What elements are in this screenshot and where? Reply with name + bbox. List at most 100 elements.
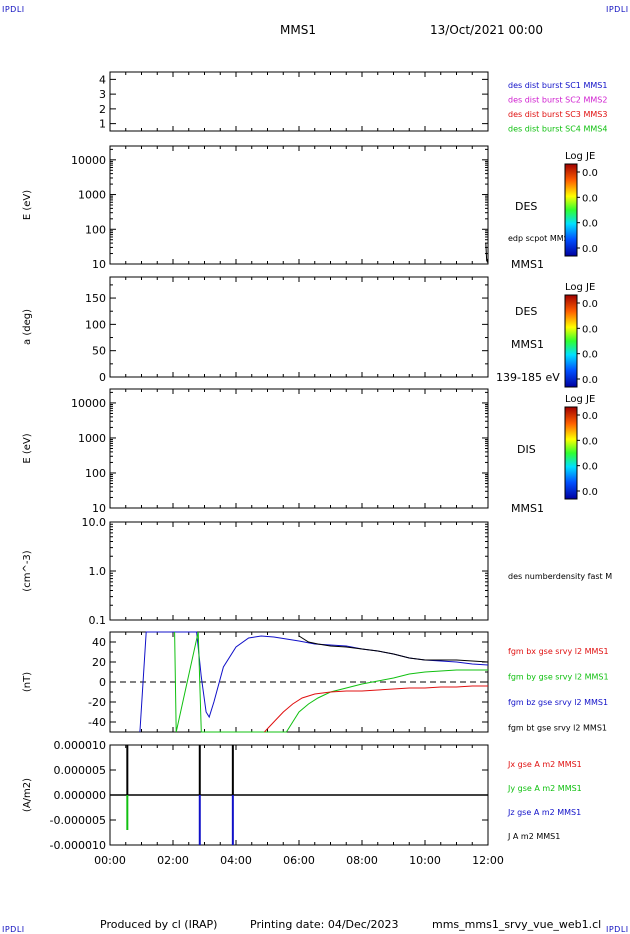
panel-5-series-3 — [298, 635, 489, 663]
panel-0-legend-2: des dist burst SC3 MMS3 — [508, 110, 607, 119]
panel-6-ytick-label: -0.000005 — [50, 814, 106, 827]
date-title: 13/Oct/2021 00:00 — [430, 23, 544, 37]
colorbar-3-tick-label: 0.0 — [582, 462, 598, 473]
panel-3-sc-label: MMS1 — [511, 502, 544, 515]
panel-1-ytick-label: 10000 — [71, 154, 106, 167]
panel-1-overlay-label: edp scpot MMS1 — [508, 234, 574, 243]
panel-5-legend-0: fgm bx gse srvy l2 MMS1 — [508, 647, 609, 656]
panel-0-legend-0: des dist burst SC1 MMS1 — [508, 81, 607, 90]
panel-6-ytick-label: -0.000010 — [50, 839, 106, 852]
colorbar-1 — [564, 163, 578, 257]
panel-1-ytick-label: 1000 — [78, 189, 106, 202]
panel-1-frame — [109, 145, 489, 265]
x-axis-tick-label-1: 02:00 — [157, 854, 189, 867]
panel-1-series-0 — [485, 243, 488, 263]
panel-4-ytick-label: 10.0 — [82, 516, 107, 529]
panel-6-ytick-label: 0.000000 — [54, 789, 107, 802]
panel-5-legend-1: fgm by gse srvy l2 MMS1 — [508, 673, 609, 682]
panel-2-frame — [109, 276, 489, 378]
spacecraft-title: MMS1 — [280, 23, 316, 37]
panel-3-ylabel: E (eV) — [22, 433, 33, 463]
x-axis-tick-label-5: 10:00 — [409, 854, 441, 867]
panel-3-frame — [109, 388, 489, 509]
corner-label-top-right: IPDLI — [606, 5, 629, 14]
corner-label-top-left: IPDLI — [2, 5, 25, 14]
panel-0-ytick-label: 4 — [99, 73, 106, 86]
panel-1-ytick-label: 100 — [85, 223, 106, 236]
panel-5-series-1 — [174, 631, 488, 733]
panel-4-ylabel: (cm^-3) — [22, 550, 33, 591]
colorbar-2-title: Log JE — [565, 282, 595, 293]
panel-2-ytick-label: 150 — [85, 292, 106, 305]
panel-2-ytick-label: 50 — [92, 345, 106, 358]
panel-6-ylabel: (A/m2) — [22, 778, 33, 812]
panel-3-instrument: DIS — [517, 443, 536, 456]
panel-2-instrument: DES — [515, 305, 537, 318]
panel-5-ytick-label: 0 — [99, 676, 106, 689]
colorbar-2-tick-label: 0.0 — [582, 299, 598, 310]
colorbar-2-tick-label: 0.0 — [582, 375, 598, 386]
x-axis-tick-label-6: 12:00 — [472, 854, 504, 867]
panel-1-instrument: DES — [515, 200, 537, 213]
panel-0-legend-3: des dist burst SC4 MMS4 — [508, 125, 607, 134]
panel-0-ytick-label: 1 — [99, 118, 106, 131]
panel-5-series-2 — [264, 685, 488, 733]
panel-2-ylabel: a (deg) — [22, 309, 33, 345]
corner-label-bottom-right: IPDLI — [606, 925, 629, 934]
panel-6-legend-0: Jx gse A m2 MMS1 — [507, 760, 582, 769]
colorbar-1-tick-label: 0.0 — [582, 219, 598, 230]
colorbar-1-tick-label: 0.0 — [582, 168, 598, 179]
colorbar-3 — [564, 406, 578, 500]
panel-4-legend-0: des numberdensity fast M — [508, 572, 612, 581]
panel-1-ylabel: E (eV) — [22, 190, 33, 220]
colorbar-2-tick-label: 0.0 — [582, 350, 598, 361]
colorbar-1-tick-label: 0.0 — [582, 244, 598, 255]
panel-6-legend-1: Jy gse A m2 MMS1 — [507, 784, 582, 793]
panel-5-ytick-label: -40 — [88, 716, 106, 729]
panel-0-ytick-label: 3 — [99, 88, 106, 101]
colorbar-3-title: Log JE — [565, 394, 595, 405]
panel-3-ytick-label: 100 — [85, 467, 106, 480]
panel-5-ytick-label: 20 — [92, 656, 106, 669]
panel-0-legend-1: des dist burst SC2 MMS2 — [508, 96, 607, 105]
panel-2-energy-label: 139-185 eV — [496, 371, 560, 384]
panel-6-legend-2: Jz gse A m2 MMS1 — [507, 808, 581, 817]
panel-0-frame — [109, 71, 489, 132]
panel-1-ytick-label: 10 — [92, 258, 106, 271]
x-axis-tick-label-4: 08:00 — [346, 854, 378, 867]
colorbar-2-tick-label: 0.0 — [582, 324, 598, 335]
panel-5-legend-3: fgm bt gse srvy l2 MMS1 — [508, 724, 607, 733]
colorbar-1-title: Log JE — [565, 151, 595, 162]
panel-3-ytick-label: 10000 — [71, 397, 106, 410]
colorbar-3-tick-label: 0.0 — [582, 487, 598, 498]
panel-1-sc-label: MMS1 — [511, 258, 544, 271]
footer-printing-date: Printing date: 04/Dec/2023 — [250, 918, 399, 931]
colorbar-2 — [564, 294, 578, 388]
panel-5-legend-2: fgm bz gse srvy l2 MMS1 — [508, 698, 608, 707]
panel-4-ytick-label: 1.0 — [89, 565, 107, 578]
panel-4-ytick-label: 0.1 — [89, 614, 107, 627]
colorbar-1-tick-label: 0.0 — [582, 193, 598, 204]
colorbar-3-tick-label: 0.0 — [582, 436, 598, 447]
colorbar-3-tick-label: 0.0 — [582, 411, 598, 422]
panel-3-ytick-label: 10 — [92, 502, 106, 515]
panel-3-ytick-label: 1000 — [78, 432, 106, 445]
corner-label-bottom-left: IPDLI — [2, 925, 25, 934]
panel-6-legend-3: J A m2 MMS1 — [507, 832, 560, 841]
panel-2-ytick-label: 0 — [99, 371, 106, 384]
panel-5-ytick-label: 40 — [92, 636, 106, 649]
panel-5-ylabel: (nT) — [22, 672, 33, 692]
panel-2-sc-label: MMS1 — [511, 338, 544, 351]
footer-filename: mms_mms1_srvy_vue_web1.cl — [432, 918, 602, 931]
panel-2-ytick-label: 100 — [85, 318, 106, 331]
panel-4-frame — [109, 521, 489, 621]
footer-produced: Produced by cl (IRAP) — [100, 918, 218, 931]
x-axis-tick-label-3: 06:00 — [283, 854, 315, 867]
panel-6-ytick-label: 0.000010 — [54, 739, 107, 752]
panel-0-ytick-label: 2 — [99, 103, 106, 116]
panel-6-ytick-label: 0.000005 — [54, 764, 107, 777]
x-axis-tick-label-2: 04:00 — [220, 854, 252, 867]
x-axis-tick-label-0: 00:00 — [94, 854, 126, 867]
panel-5-ytick-label: -20 — [88, 696, 106, 709]
